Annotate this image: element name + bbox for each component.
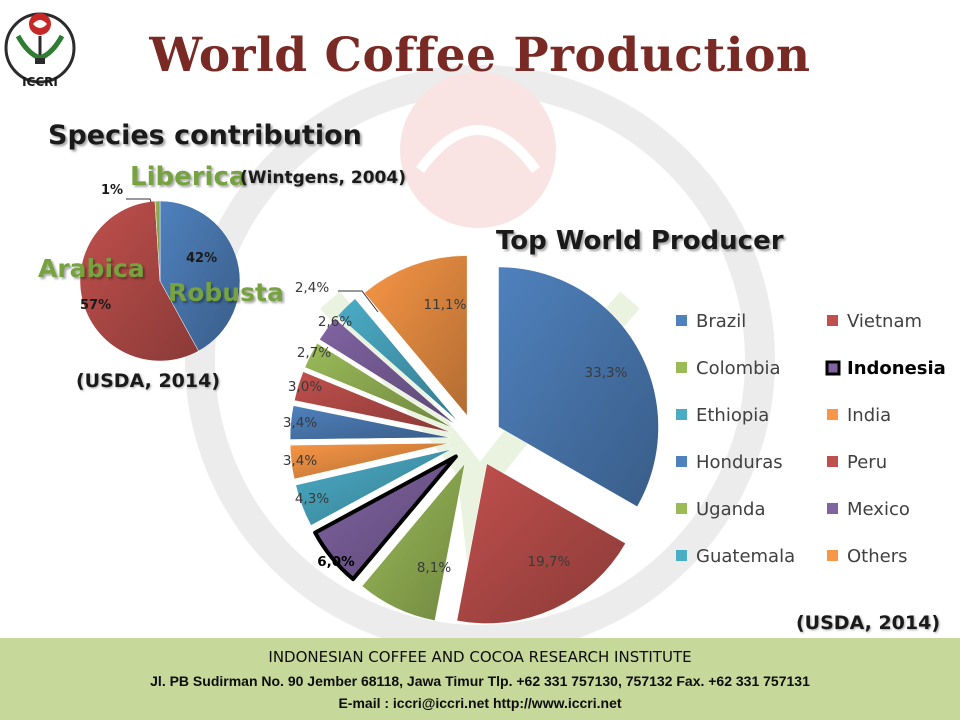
legend-swatch-peru: [827, 456, 838, 467]
species-leader-line: [126, 198, 152, 203]
producer-data-label-india: 3,4%: [283, 453, 317, 469]
species-data-label: 42%: [186, 251, 217, 266]
producer-legend: Brazil Vietnam Colombia Indonesia Ethiopia In…: [676, 311, 946, 567]
footer-address: Jl. PB Sudirman No. 90 Jember 68118, Jaw…: [150, 673, 810, 689]
legend-swatch-others: [827, 550, 838, 561]
species-data-label: 1%: [101, 183, 123, 198]
liberica-label: Liberica: [130, 162, 247, 192]
producer-slice-shape: [498, 266, 659, 507]
wintgens-citation: (Wintgens, 2004): [240, 168, 406, 188]
producer-slice-shape: [337, 298, 459, 422]
legend-swatch-brazil: [676, 315, 687, 326]
producer-slice-brazil: [498, 266, 659, 507]
footer-contact: E-mail : iccri@iccri.net http://www.iccr…: [338, 695, 622, 711]
producer-data-label-ethiopia: 4,3%: [295, 491, 329, 507]
producer-data-label-others: 11,1%: [424, 297, 467, 313]
robusta-label: Robusta: [168, 278, 284, 307]
producer-slice-shape: [289, 405, 451, 440]
producer-slice-india: [289, 442, 451, 480]
species-heading: Species contribution: [48, 120, 362, 151]
producer-slice-guatemala: [337, 298, 459, 422]
producer-data-label-indonesia: 6,0%: [317, 554, 355, 570]
legend-swatch-vietnam: [827, 315, 838, 326]
legend-label-uganda: Uganda: [696, 499, 766, 520]
legend-label-others: Others: [847, 546, 908, 567]
producer-data-label-vietnam: 19,7%: [528, 554, 571, 570]
producer-citation: (USDA, 2014): [796, 612, 941, 634]
legend-label-ethiopia: Ethiopia: [696, 405, 769, 426]
producer-leader-line: [338, 290, 379, 313]
species-citation: (USDA, 2014): [76, 370, 221, 392]
producer-data-label-honduras: 3,4%: [283, 415, 317, 431]
page-title: World Coffee Production: [149, 28, 811, 83]
legend-swatch-colombia: [676, 362, 687, 373]
producer-slice-uganda: [304, 342, 454, 429]
producer-slice-shape: [289, 442, 451, 480]
producer-data-label-peru: 3,0%: [288, 379, 322, 395]
producer-slice-honduras: [289, 405, 451, 440]
producer-data-label-brazil: 33,3%: [585, 365, 628, 381]
species-slice-arabica: [79, 200, 199, 362]
legend-swatch-honduras: [676, 456, 687, 467]
footer: INDONESIAN COFFEE AND COCOA RESEARCH INS…: [0, 638, 960, 720]
producer-data-label-mexico: 2,6%: [318, 314, 352, 330]
producer-data-label-colombia: 8,1%: [417, 560, 451, 576]
legend-label-brazil: Brazil: [696, 311, 746, 332]
iccri-logo: ICCRI: [4, 12, 76, 89]
producer-slice-indonesia: [313, 454, 458, 582]
legend-swatch-uganda: [676, 503, 687, 514]
producer-slice-colombia: [361, 463, 466, 621]
footer-institute: INDONESIAN COFFEE AND COCOA RESEARCH INS…: [268, 648, 692, 666]
producer-slice-peru: [294, 371, 452, 433]
legend-swatch-mexico: [827, 503, 838, 514]
producer-slice-vietnam: [456, 463, 626, 624]
arabica-label: Arabica: [38, 254, 145, 283]
logo-text: ICCRI: [22, 75, 58, 89]
legend-label-indonesia: Indonesia: [847, 358, 946, 379]
legend-swatch-indonesia: [825, 360, 841, 376]
producer-slice-others: [364, 255, 468, 416]
species-slice-liberica: [154, 200, 161, 282]
legend-label-colombia: Colombia: [696, 358, 781, 379]
legend-swatch-ethiopia: [676, 409, 687, 420]
producer-slice-shape: [294, 371, 452, 433]
producer-data-label-guatemala: 2,4%: [295, 280, 329, 296]
producer-slice-shape: [319, 318, 456, 425]
producer-slice-ethiopia: [295, 448, 452, 526]
producer-slice-mexico: [319, 318, 456, 425]
legend-swatch-india: [827, 409, 838, 420]
producer-slice-shape: [295, 448, 452, 526]
species-data-label: 57%: [80, 298, 111, 313]
producer-slice-shape: [456, 463, 626, 624]
producer-slice-shape: [304, 342, 454, 429]
legend-label-vietnam: Vietnam: [847, 311, 922, 332]
producer-data-label-uganda: 2,7%: [297, 345, 331, 361]
legend-label-peru: Peru: [847, 452, 887, 473]
species-slice-robusta: [159, 200, 241, 352]
legend-label-india: India: [847, 405, 891, 426]
producer-slice-shape: [364, 255, 468, 416]
producer-slice-shape: [313, 454, 458, 582]
legend-label-honduras: Honduras: [696, 452, 783, 473]
top-producer-heading: Top World Producer: [496, 226, 784, 256]
legend-label-mexico: Mexico: [847, 499, 910, 520]
legend-label-guatemala: Guatemala: [696, 546, 795, 567]
legend-swatch-guatemala: [676, 550, 687, 561]
producer-slice-shape: [361, 463, 466, 621]
